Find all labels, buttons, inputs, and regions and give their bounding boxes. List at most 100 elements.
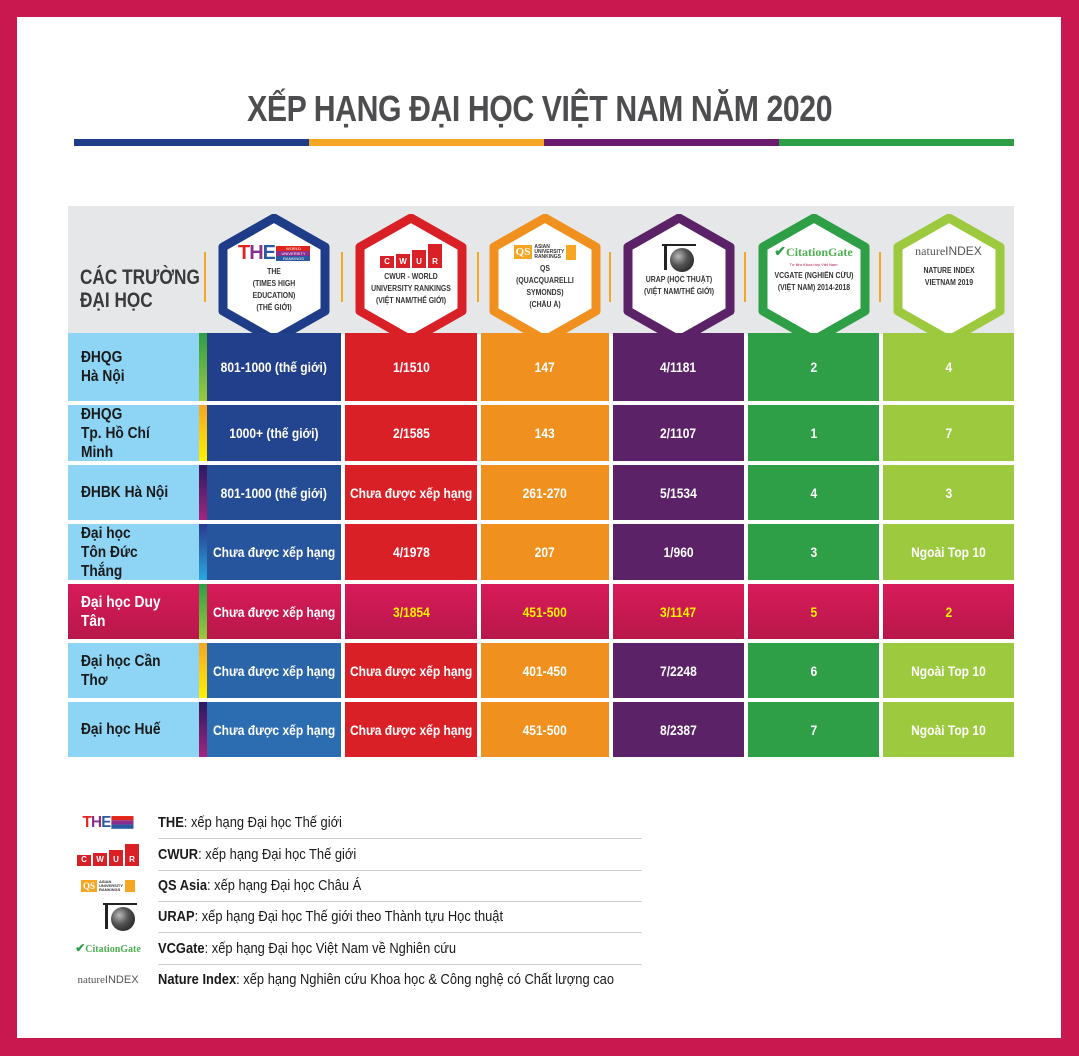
legend-term: VCGate	[158, 940, 205, 957]
ranking-cell-urap: 3/1147	[613, 584, 744, 639]
legend-item-nature: natureINDEX Nature Index: xếp hạng Nghiên…	[68, 964, 688, 995]
ranking-cell-cwur: 4/1978	[345, 524, 477, 580]
ranking-cell-nature: 2	[883, 584, 1014, 639]
column-label: CWUR - WORLD	[384, 272, 438, 281]
the-logo-icon: THE WORLD UNIVERSITY RANKINGS	[238, 242, 310, 264]
university-name-cell: ĐHQG Tp. Hồ Chí Minh	[68, 405, 199, 461]
ranking-cell-nature: Ngoài Top 10	[883, 524, 1014, 580]
ranking-cell-urap: 8/2387	[613, 702, 744, 757]
row-color-strip	[199, 405, 207, 461]
university-name-cell: Đại học Huế	[68, 702, 199, 757]
ranking-cell-vcgate: 6	[748, 643, 879, 698]
header-separator	[204, 252, 206, 302]
ranking-cell-the: 1000+ (thế giới)	[207, 405, 341, 461]
legend-description: : xếp hạng Đại học Thế giới	[183, 814, 342, 831]
legend-term: URAP	[158, 908, 195, 925]
column-header-urap: URAP (HỌC THUẬT) (VIỆT NAM/THẾ GIỚI)	[622, 214, 736, 344]
ranking-cell-nature: Ngoài Top 10	[883, 702, 1014, 757]
ranking-cell-the: 801-1000 (thế giới)	[207, 465, 341, 520]
ranking-cell-qs: 261-270	[481, 465, 609, 520]
column-label: VIETNAM 2019	[924, 278, 973, 287]
university-name-cell: ĐHQG Hà Nội	[68, 333, 199, 401]
legend-divider	[158, 901, 642, 902]
legend-divider	[158, 838, 642, 839]
row-color-strip	[199, 702, 207, 757]
ranking-cell-the: Chưa được xếp hạng	[207, 702, 341, 757]
column-label: (QUACQUARELLI SYMONDS)	[516, 275, 574, 297]
legend-description: : xếp hạng Đại học Châu Á	[206, 877, 362, 894]
column-label: THE	[267, 267, 281, 276]
title-bar-orange	[309, 139, 544, 146]
legend-divider	[158, 964, 642, 965]
legend-item-urap: URAP: xếp hạng Đại học Thế giới theo Thà…	[68, 901, 559, 932]
legend-term: QS Asia	[158, 877, 207, 894]
title-bar-green	[779, 139, 1014, 146]
ranking-cell-qs: 143	[481, 405, 609, 461]
column-label: (VIỆT NAM/THẾ GIỚI)	[375, 296, 447, 305]
header-separator	[879, 252, 881, 302]
legend-divider	[158, 870, 642, 871]
nature-index-logo-icon: natureINDEX	[77, 973, 139, 986]
legend-divider	[158, 932, 642, 933]
legend-item-cwur: C W U R CWUR: xếp hạng Đại học Thế giới	[68, 839, 389, 870]
ranking-cell-nature: 4	[883, 333, 1014, 401]
university-name-cell: Đại học Duy Tân	[68, 584, 199, 639]
header-separator	[609, 252, 611, 302]
ranking-cell-qs: 451-500	[481, 702, 609, 757]
citationgate-logo-icon: ✔CitationGate	[75, 941, 141, 955]
globe-icon	[103, 902, 137, 931]
ranking-cell-urap: 2/1107	[613, 405, 744, 461]
ranking-cell-cwur: Chưa được xếp hạng	[345, 702, 477, 757]
legend-term: THE	[158, 814, 184, 831]
ranking-cell-vcgate: 4	[748, 465, 879, 520]
legend-item-the: THE THE: xếp hạng Đại học Thế giới	[68, 807, 372, 838]
globe-icon	[661, 244, 696, 272]
column-label: (VIỆT NAM/THẾ GIỚI)	[643, 287, 714, 296]
header-separator	[477, 252, 479, 302]
row-color-strip	[199, 584, 207, 639]
row-color-strip	[199, 643, 207, 698]
legend-term: CWUR	[158, 846, 199, 863]
ranking-cell-urap: 5/1534	[613, 465, 744, 520]
header-separator	[744, 252, 746, 302]
ranking-cell-urap: 4/1181	[613, 333, 744, 401]
ranking-cell-vcgate: 5	[748, 584, 879, 639]
column-label: (THẾ GIỚI)	[256, 303, 292, 312]
column-header-qs: QS ASIAN UNIVERSITY RANKINGS QS (QUACQUARELLI…	[488, 214, 602, 344]
column-label: (CHÂU Á)	[529, 299, 561, 309]
ranking-cell-vcgate: 7	[748, 702, 879, 757]
ranking-cell-the: 801-1000 (thế giới)	[207, 333, 341, 401]
ranking-cell-cwur: 2/1585	[345, 405, 477, 461]
column-label: URAP (HỌC THUẬT)	[645, 275, 712, 284]
title-bar-purple	[544, 139, 779, 146]
legend-item-vcgate: ✔CitationGate VCGate: xếp hạng Đại học Vi…	[68, 933, 505, 964]
ranking-cell-nature: 7	[883, 405, 1014, 461]
ranking-cell-qs: 401-450	[481, 643, 609, 698]
schools-column-header: CÁC TRƯỜNG ĐẠI HỌC	[80, 266, 200, 312]
ranking-cell-vcgate: 3	[748, 524, 879, 580]
ranking-cell-cwur: 3/1854	[345, 584, 477, 639]
ranking-cell-the: Chưa được xếp hạng	[207, 643, 341, 698]
column-label: (VIỆT NAM) 2014-2018	[777, 283, 850, 292]
ranking-cell-the: Chưa được xếp hạng	[207, 584, 341, 639]
ranking-cell-urap: 7/2248	[613, 643, 744, 698]
legend-description: : xếp hạng Đại học Việt Nam về Nghiên cứ…	[204, 940, 457, 957]
legend-item-qs: QS ASIAN UNIVERSITY RANKINGS QS Asia: xếp hạ…	[68, 870, 394, 901]
column-label: UNIVERSITY RANKINGS	[371, 284, 451, 293]
column-label: VCGATE (NGHIÊN CỨU)	[774, 271, 853, 280]
legend-description: : xếp hạng Nghiên cứu Khoa học & Công ng…	[236, 971, 615, 988]
ranking-cell-qs: 147	[481, 333, 609, 401]
ranking-cell-nature: 3	[883, 465, 1014, 520]
ranking-cell-nature: Ngoài Top 10	[883, 643, 1014, 698]
ranking-cell-vcgate: 2	[748, 333, 879, 401]
column-label: QS	[540, 263, 550, 273]
row-color-strip	[199, 333, 207, 401]
ranking-cell-qs: 207	[481, 524, 609, 580]
ranking-cell-cwur: Chưa được xếp hạng	[345, 643, 477, 698]
row-color-strip	[199, 465, 207, 520]
university-name-cell: ĐHBK Hà Nội	[68, 465, 199, 520]
legend-description: : xếp hạng Đại học Thế giới	[198, 846, 357, 863]
column-header-the: THE WORLD UNIVERSITY RANKINGS THE (TIMES HIGH…	[217, 214, 331, 344]
